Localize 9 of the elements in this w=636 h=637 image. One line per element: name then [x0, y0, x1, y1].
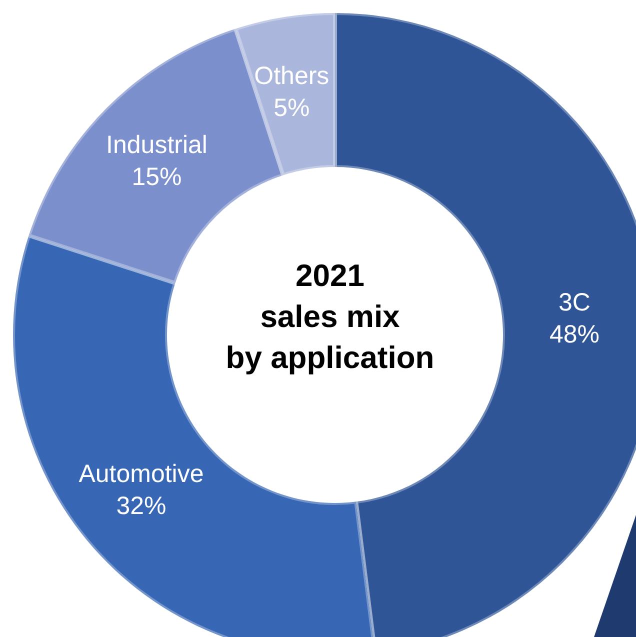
data-label: 5%: [274, 94, 310, 122]
data-label: 48%: [549, 320, 600, 349]
data-label: 15%: [132, 162, 182, 191]
slice-label: Others: [254, 62, 330, 90]
text: 2021 sales mix by application: [224, 257, 436, 377]
slice-label: 3C: [558, 288, 590, 317]
data-label: 32%: [116, 492, 166, 520]
slice-label: Industrial: [106, 130, 208, 159]
slice-label: Automotive: [78, 460, 204, 488]
